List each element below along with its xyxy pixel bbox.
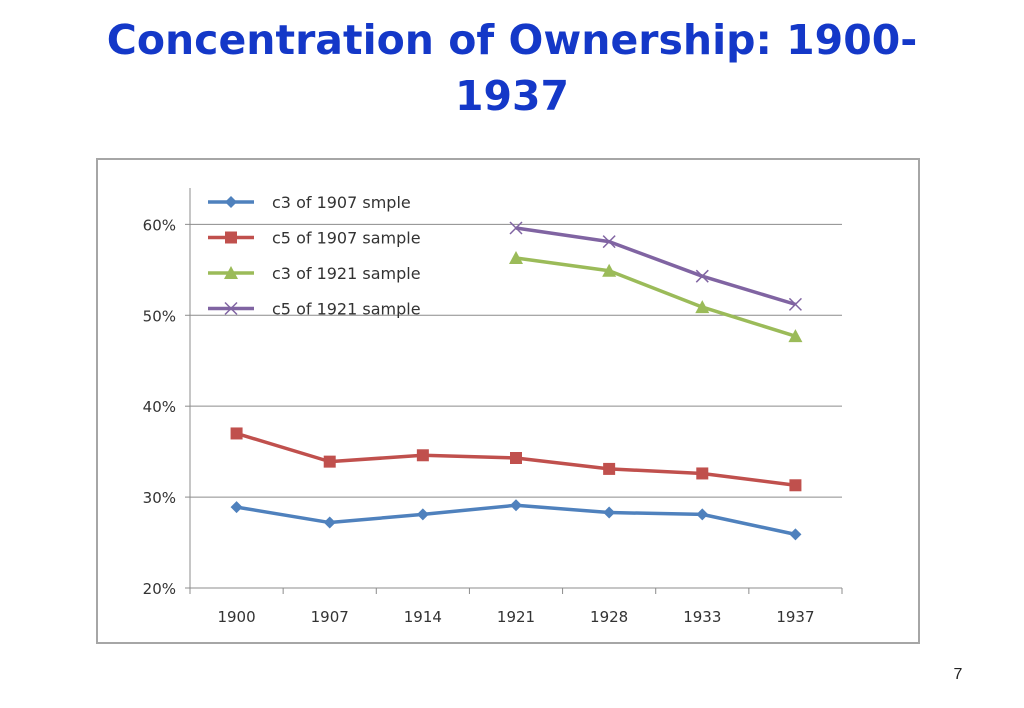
data-point: [602, 235, 616, 249]
data-point: [603, 462, 616, 475]
legend-marker: [224, 301, 238, 316]
x-marker-stroke: [602, 235, 616, 249]
slide-title: Concentration of Ownership: 1900-1937: [106, 16, 918, 120]
data-point: [323, 516, 336, 529]
legend-label: c3 of 1921 sample: [272, 264, 421, 283]
data-point: [230, 501, 243, 514]
data-point: [323, 455, 336, 468]
y-tick-label: 20%: [143, 580, 176, 598]
data-point: [788, 297, 802, 311]
data-point: [510, 499, 522, 512]
y-tick-label: 30%: [143, 489, 176, 507]
legend-label: c5 of 1921 sample: [272, 300, 421, 319]
data-point: [789, 479, 802, 492]
y-tick-label: 40%: [143, 398, 176, 416]
data-point: [602, 263, 617, 277]
x-tick-label: 1921: [497, 608, 535, 626]
series-line-3: [515, 256, 796, 338]
x-marker-stroke: [695, 269, 709, 283]
data-point: [230, 427, 243, 440]
x-tick-label: 1900: [217, 608, 255, 626]
legend-label: c3 of 1907 smple: [272, 193, 411, 212]
x-tick-label: 1914: [404, 608, 442, 626]
data-point: [695, 300, 710, 314]
data-point: [603, 506, 616, 519]
legend-marker: [225, 196, 237, 208]
y-tick-label: 50%: [143, 307, 176, 325]
x-tick-label: 1928: [590, 608, 628, 626]
page-number: 7: [953, 666, 963, 683]
data-point: [789, 528, 802, 541]
data-point: [696, 508, 709, 521]
chart-frame: 20% 30% 40% 50% 60% 1900 1907 1914 1921 1928 1933 1…: [96, 158, 920, 644]
data-point: [510, 452, 522, 464]
data-point: [416, 508, 429, 521]
legend-marker: [225, 231, 237, 244]
legend-marker: [224, 266, 238, 279]
y-tick-label: 60%: [143, 216, 176, 234]
x-marker-stroke: [788, 297, 802, 311]
x-tick-label: 1937: [776, 608, 814, 626]
series-line-4: [515, 226, 796, 307]
data-point: [695, 269, 709, 283]
x-tick-label: 1907: [311, 608, 349, 626]
data-point: [416, 449, 429, 462]
data-point: [696, 467, 709, 480]
data-point: [509, 251, 523, 264]
data-point: [788, 329, 803, 343]
line-chart: 20% 30% 40% 50% 60% 1900 1907 1914 1921 1928 1933 1…: [143, 188, 843, 626]
x-tick-label: 1933: [683, 608, 721, 626]
data-point: [509, 221, 523, 235]
x-marker-stroke: [224, 301, 238, 316]
x-marker-stroke: [509, 221, 523, 235]
legend-label: c5 of 1907 sample: [272, 229, 421, 248]
